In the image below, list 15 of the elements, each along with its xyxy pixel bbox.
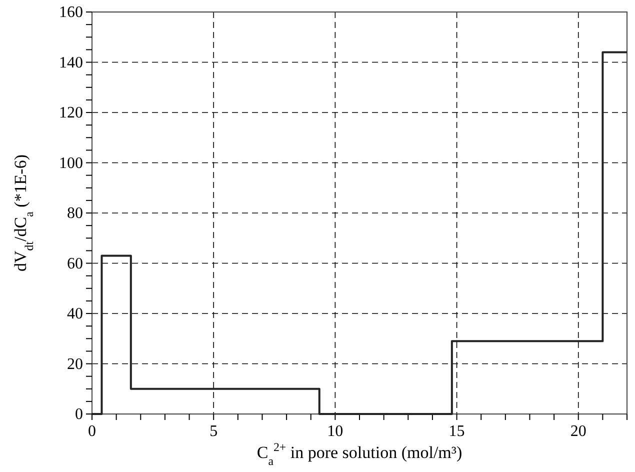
y-tick-label: 80 [67,205,83,222]
x-tick-label: 0 [88,423,96,440]
y-tick-label: 120 [59,104,83,122]
y-tick-label: 20 [67,356,83,373]
x-axis-title: C$_{a}$$^{2+}$ in pore solution (mol/m³) [256,440,462,468]
y-tick-label: 40 [67,306,83,322]
x-tick-label: 15 [448,423,465,440]
x-tick-label: 5 [210,423,218,440]
y-tick-label: 140 [59,54,83,72]
x-tick-label: 20 [570,423,586,440]
y-tick-label: 60 [67,255,83,272]
y-tick-label: 100 [59,154,83,172]
y-tick-label: 0 [75,406,83,423]
x-tick-label: 10 [327,423,344,440]
y-tick-label: 160 [59,4,83,21]
